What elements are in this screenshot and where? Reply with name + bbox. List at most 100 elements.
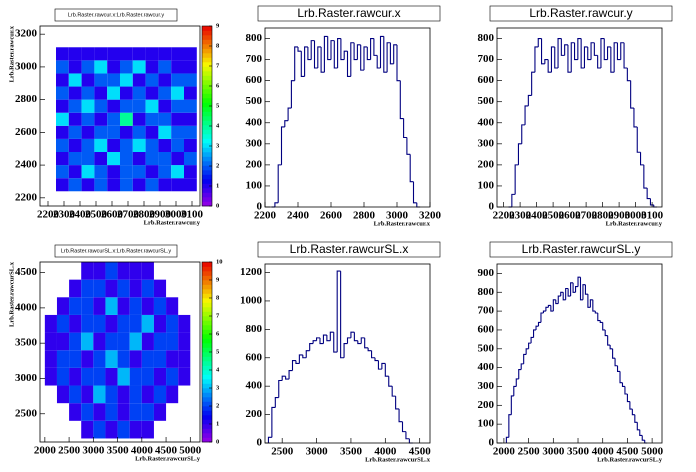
histogram-bin (577, 37, 582, 60)
x-tick-label: 4000 (374, 446, 397, 458)
palette-label: 6 (216, 330, 220, 337)
palette-step (202, 284, 212, 290)
heat-cell (81, 165, 95, 179)
histogram-bin (340, 38, 345, 61)
palette-step (202, 84, 212, 90)
heat-cell (171, 112, 184, 126)
histogram-bin (570, 42, 575, 73)
palette-step (202, 266, 212, 272)
x-tick-label: 2200 (37, 209, 60, 221)
palette-step (202, 410, 212, 416)
y-tick-label: 0 (489, 437, 495, 449)
heat-cell (166, 314, 179, 333)
heat-cell (56, 385, 70, 404)
histogram-bin (305, 350, 310, 358)
y-tick-label: 200 (478, 399, 495, 411)
palette-step (202, 93, 212, 99)
histogram-bin (511, 193, 516, 207)
y-tick-label: 100 (478, 179, 495, 191)
histogram-bin (309, 343, 314, 351)
palette-step (202, 134, 212, 139)
heat-cell (141, 332, 154, 351)
heat-cell (178, 350, 191, 368)
histogram-bin (597, 55, 601, 69)
x-tick-label: 2200 (254, 210, 277, 222)
heat-cell (166, 262, 178, 280)
x-axis-title: Lrb.Raster.rawcurSL.x (365, 456, 431, 463)
y-tick-label: 600 (478, 74, 495, 86)
histogram-bin (391, 386, 396, 397)
palette-step (202, 156, 212, 162)
palette-step (202, 325, 212, 330)
heat-cell (171, 165, 184, 179)
heat-cell (153, 279, 167, 298)
heat-cell (129, 262, 142, 280)
histogram-bin (416, 202, 421, 208)
histogram-bin (333, 332, 338, 353)
histogram-bin (295, 360, 300, 364)
histogram-bin (649, 198, 654, 206)
x-axis-title: Lrb.Raster.rawcur.x (374, 220, 431, 227)
histogram-bin (560, 291, 564, 297)
heat-cell (153, 403, 167, 421)
x-tick-label: 2500 (85, 209, 108, 221)
y-tick-label: 800 (478, 32, 495, 44)
heat-cell (153, 385, 167, 404)
histogram-bin (343, 343, 348, 358)
x-tick-label: 4000 (592, 446, 615, 458)
palette-step (202, 35, 212, 40)
y-tick-label: 700 (478, 53, 495, 65)
heat-cell (184, 138, 197, 152)
heat-cell (132, 165, 146, 179)
histogram-bin (554, 46, 559, 69)
histogram-bin (298, 354, 303, 364)
histogram-bin (337, 37, 341, 69)
palette-step (202, 293, 212, 299)
palette-step (202, 39, 212, 45)
heat-cell (94, 60, 108, 74)
histogram-bin (357, 340, 362, 345)
heat-cell (178, 297, 190, 315)
y-tick-label: 4000 (15, 301, 38, 313)
palette-step (202, 57, 212, 63)
palette-step (202, 356, 212, 362)
x-tick-label: 3000 (306, 446, 329, 458)
palette-step (202, 307, 212, 312)
heat-cell (44, 367, 57, 386)
heat-cell (129, 279, 142, 298)
heat-cell (68, 73, 82, 87)
palette-label: 7 (216, 312, 220, 319)
x-axis-title: Lrb.Raster.rawcur.y (606, 220, 663, 227)
x-tick-label: 2900 (608, 210, 631, 222)
y-tick-label: 3200 (15, 28, 38, 40)
palette-step (202, 298, 212, 303)
x-tick-label: 2200 (493, 210, 515, 222)
heat-cell (69, 421, 81, 439)
y-tick-label: 400 (246, 380, 263, 392)
histogram-bin (409, 154, 414, 183)
heat-cell (45, 386, 57, 404)
histogram-bin (284, 120, 289, 127)
heat-cell (178, 403, 190, 421)
heat-cell (158, 152, 172, 166)
x-axis-title: Lrb.Raster.rawcurSL.y (135, 455, 201, 462)
heat-cell (93, 297, 106, 315)
heat-cell (44, 332, 57, 351)
histogram-bin (294, 46, 298, 81)
x-tick-label: 4500 (409, 446, 432, 458)
heat-cell (141, 262, 154, 280)
heat-cell (107, 60, 120, 74)
histogram-bin (646, 188, 651, 200)
heat-cell (184, 73, 197, 87)
x-tick-label: 2300 (509, 210, 531, 222)
histogram-bin (408, 438, 413, 444)
frame (264, 263, 431, 444)
chart-title: Lrb.Raster.rawcur.y (529, 6, 632, 20)
x-tick-label: 3500 (340, 446, 363, 458)
heat-cell (184, 112, 197, 126)
heat-cell (107, 112, 120, 126)
palette-label: 4 (216, 122, 220, 129)
histogram-bin (641, 435, 645, 441)
heat-cell (56, 165, 69, 179)
